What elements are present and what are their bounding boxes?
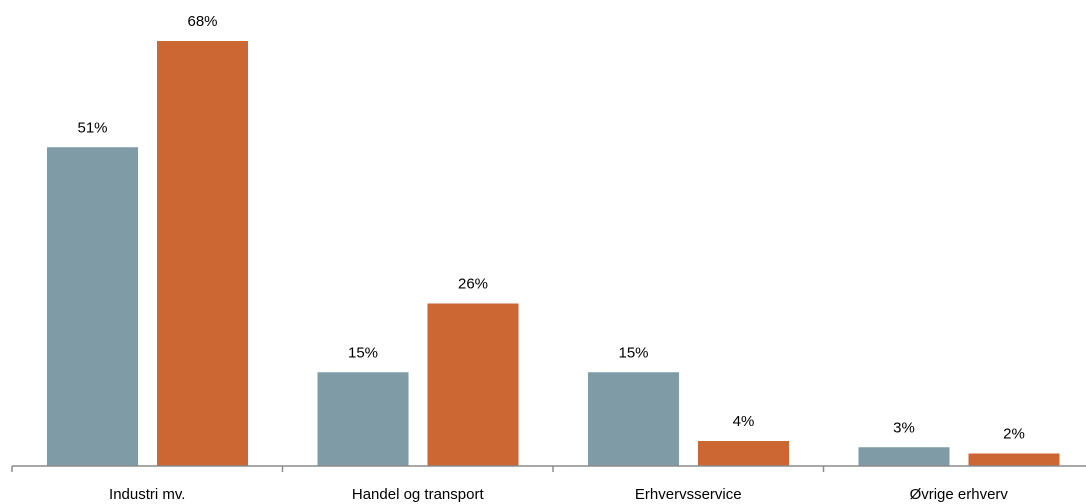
data-label: 4% bbox=[733, 413, 755, 430]
category-label: Industri mv. bbox=[109, 486, 185, 503]
category-labels-group: Industri mv. Handel og transport Erhvervss… bbox=[109, 486, 1008, 503]
bar-1-3 bbox=[588, 372, 679, 466]
data-label: 15% bbox=[348, 344, 378, 361]
bar-1-2 bbox=[317, 372, 409, 466]
category-label: Handel og transport bbox=[352, 486, 485, 503]
data-label: 3% bbox=[893, 419, 915, 436]
category-label: Øvrige erhverv bbox=[910, 486, 1009, 503]
data-label: 68% bbox=[187, 13, 217, 30]
data-label: 26% bbox=[458, 276, 488, 293]
bar-2-1 bbox=[157, 41, 248, 466]
data-label: 51% bbox=[77, 119, 107, 136]
bar-2-2 bbox=[427, 303, 519, 466]
bars-group bbox=[47, 41, 1060, 466]
bar-2-4 bbox=[968, 453, 1060, 466]
data-label: 15% bbox=[618, 344, 648, 361]
x-axis bbox=[11, 465, 1086, 472]
bar-2-3 bbox=[698, 441, 789, 466]
data-labels-group: 51% 68% 15% 26% 15% 4% 3% 2% bbox=[77, 13, 1024, 443]
category-label: Erhvervsservice bbox=[635, 486, 742, 503]
data-label: 2% bbox=[1003, 426, 1025, 443]
bar-1-4 bbox=[858, 447, 950, 466]
bar-1-1 bbox=[47, 147, 138, 466]
